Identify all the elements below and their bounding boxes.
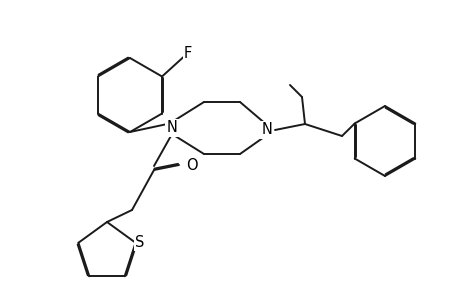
Text: N: N — [166, 121, 177, 136]
Text: S: S — [134, 235, 144, 250]
Text: F: F — [184, 46, 192, 61]
Text: N: N — [261, 122, 272, 137]
Text: O: O — [186, 158, 197, 172]
